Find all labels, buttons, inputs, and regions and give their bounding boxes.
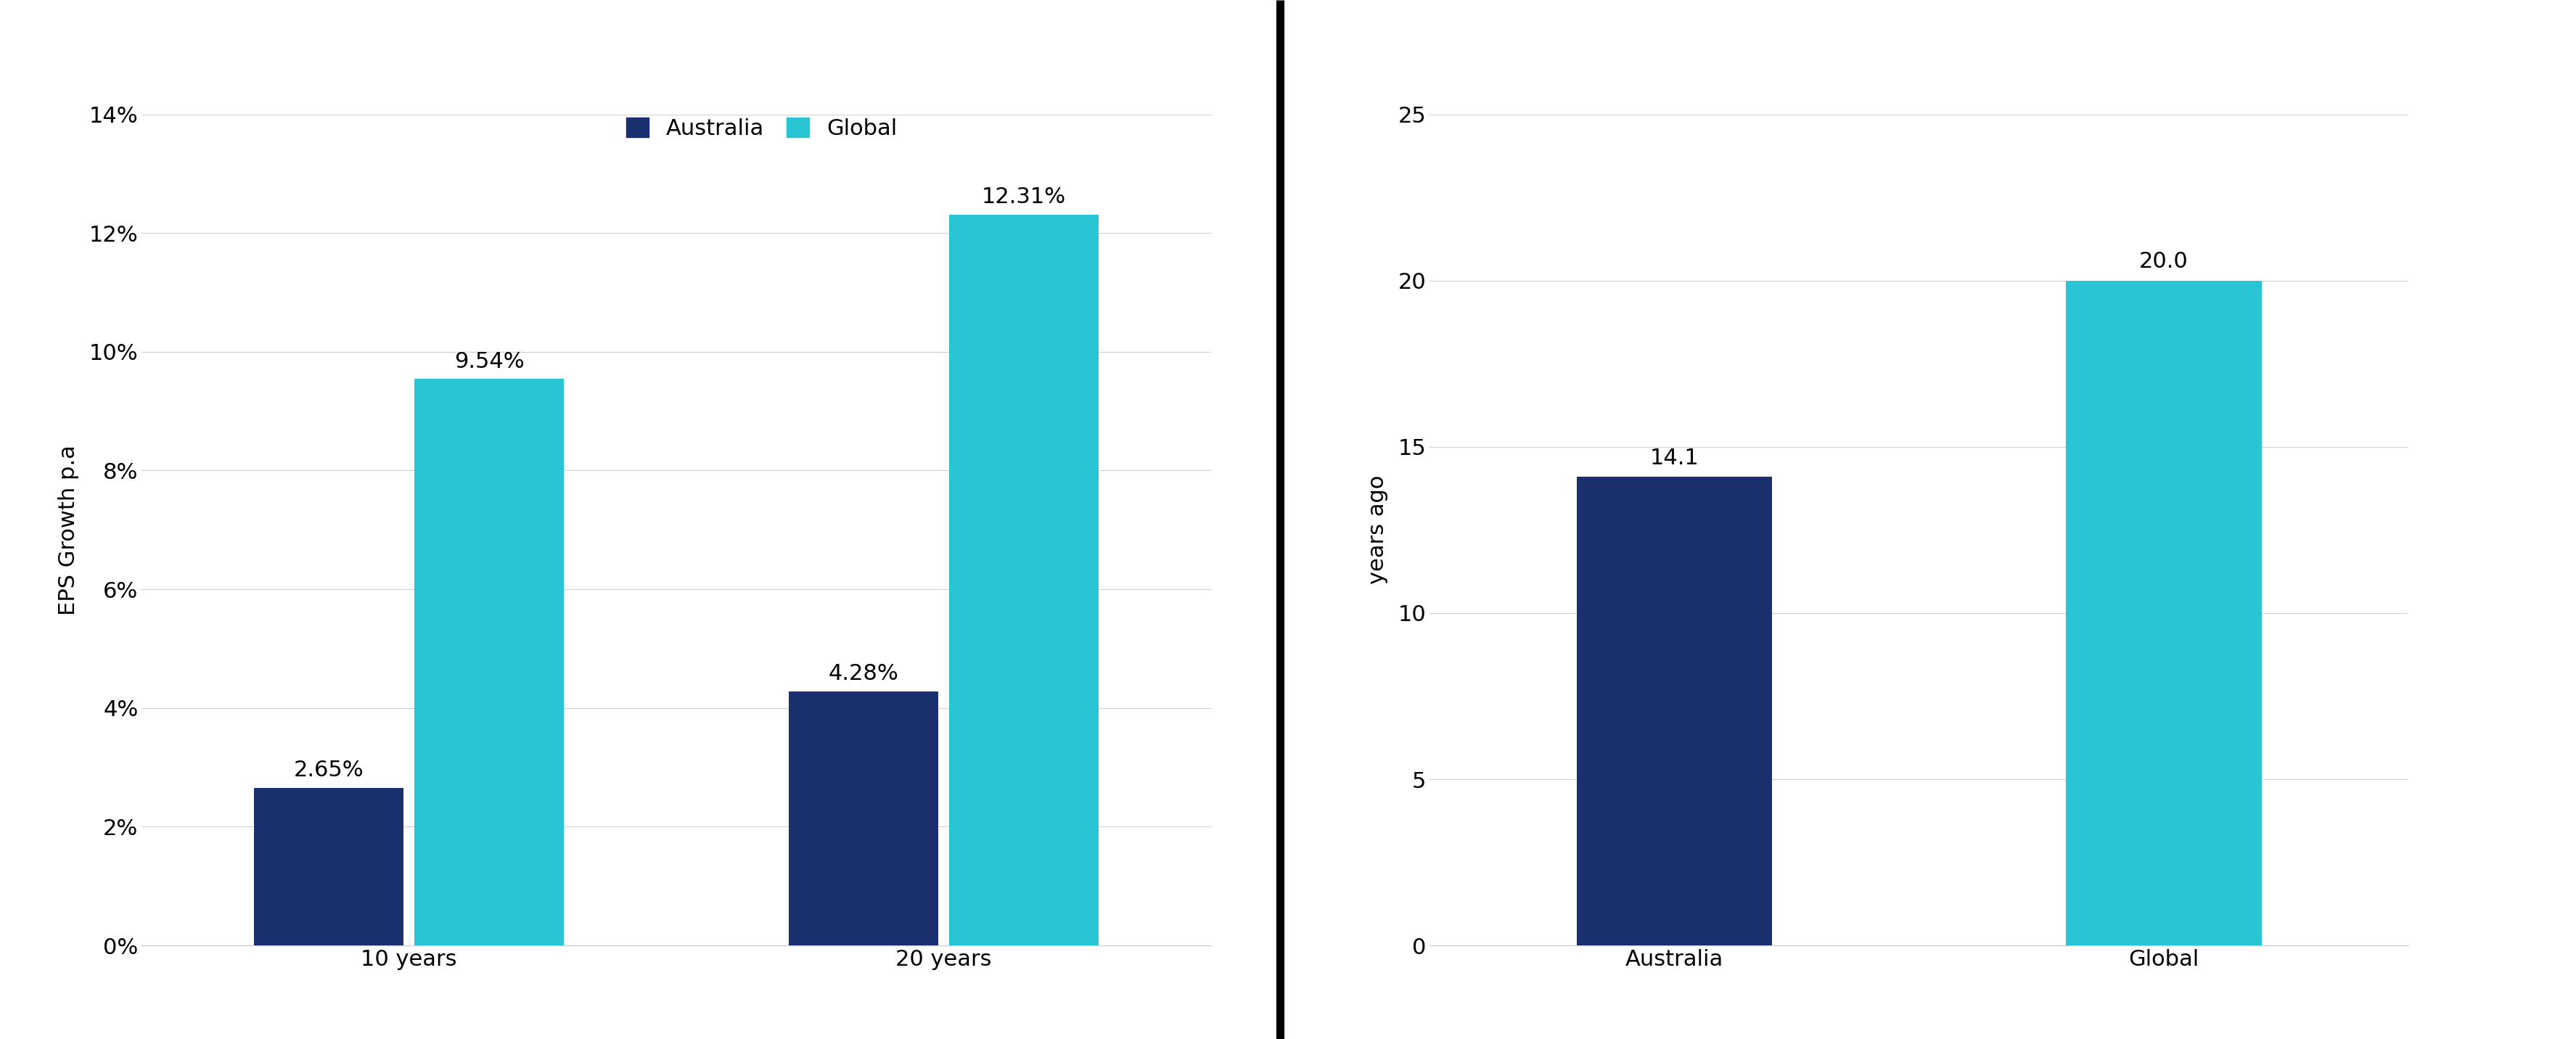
- Y-axis label: EPS Growth p.a: EPS Growth p.a: [59, 445, 80, 615]
- Text: 12.31%: 12.31%: [981, 186, 1066, 208]
- Legend: Australia, Global: Australia, Global: [618, 109, 907, 149]
- Bar: [415, 379, 564, 945]
- Text: 4.28%: 4.28%: [827, 663, 899, 685]
- Text: 14.1: 14.1: [1649, 448, 1700, 469]
- Text: 9.54%: 9.54%: [453, 351, 523, 372]
- Bar: [2066, 281, 2262, 945]
- Bar: [255, 789, 404, 945]
- Bar: [948, 215, 1097, 945]
- Text: 20.0: 20.0: [2138, 251, 2190, 272]
- Y-axis label: years ago: years ago: [1368, 476, 1388, 584]
- Bar: [788, 691, 938, 945]
- Text: 2.65%: 2.65%: [294, 760, 363, 781]
- Bar: [1577, 477, 1772, 945]
